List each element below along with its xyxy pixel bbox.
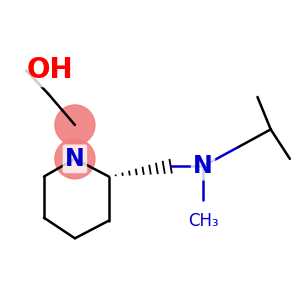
Text: OH: OH [26,56,73,85]
Circle shape [55,105,95,145]
Circle shape [55,139,95,179]
Text: CH₃: CH₃ [188,212,218,230]
Text: N: N [65,147,85,171]
Text: N: N [193,154,213,178]
